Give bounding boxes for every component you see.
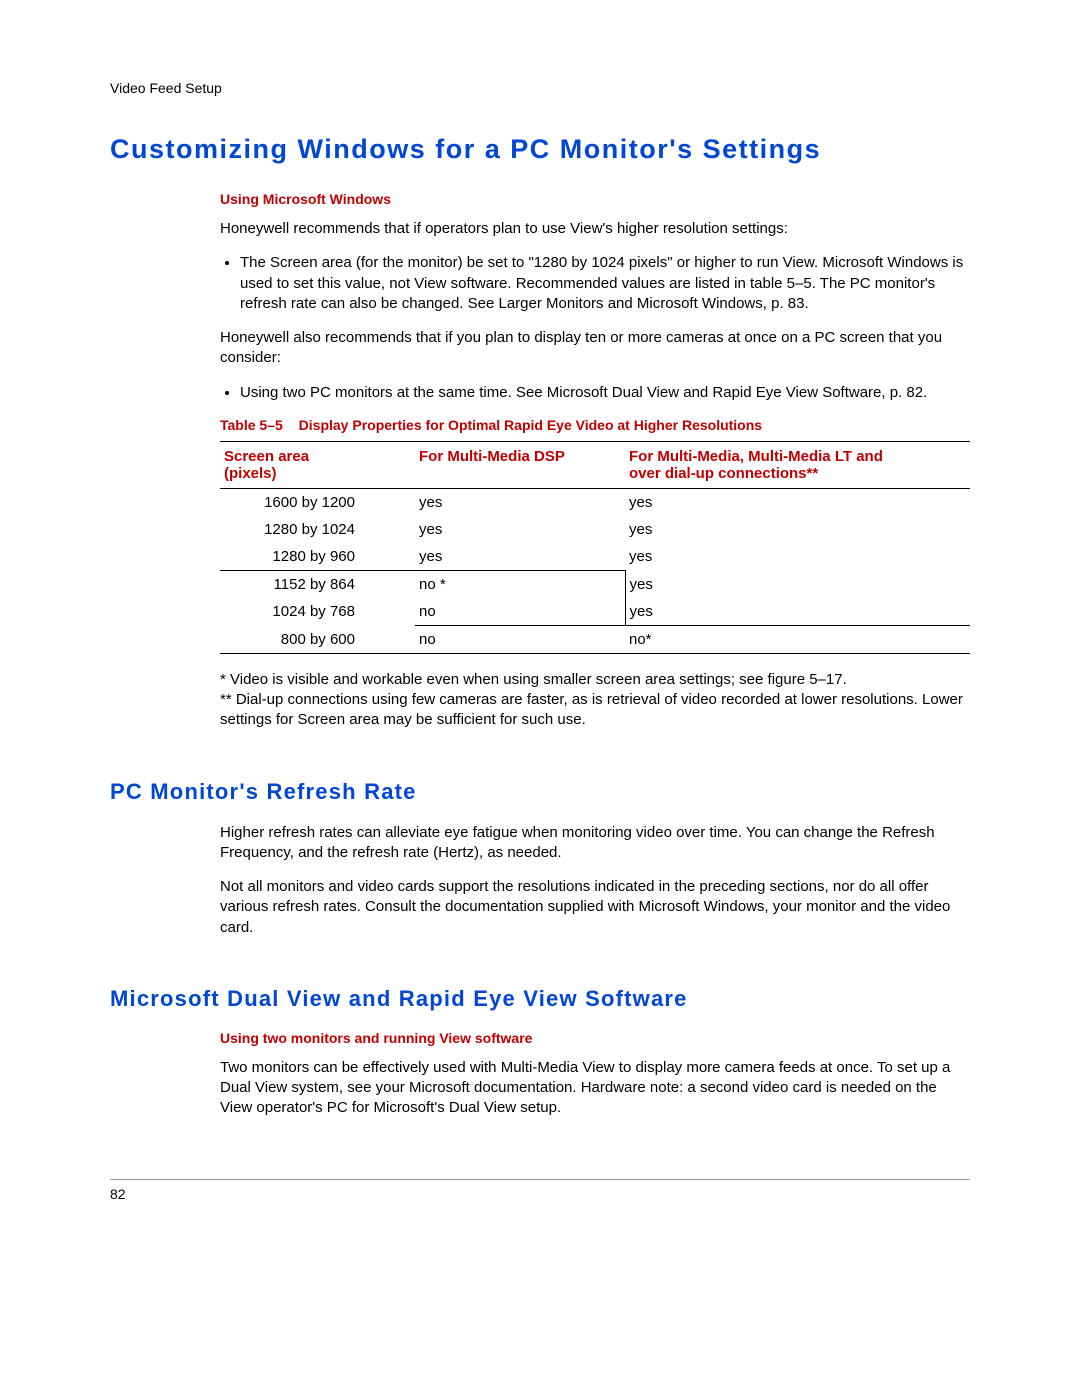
cell: no [415,598,625,626]
cell: 1152 by 864 [220,570,415,598]
cell: yes [415,543,625,571]
footnote-line: ** Dial-up connections using few cameras… [220,691,963,728]
section-body-3: Using two monitors and running View soft… [220,1030,970,1119]
table-row: 1024 by 768 no yes [220,598,970,626]
table-caption: Table 5–5 Display Properties for Optimal… [220,417,970,433]
paragraph: Not all monitors and video cards support… [220,877,970,938]
cell: yes [625,570,970,598]
cell: no [415,625,625,653]
footnote-line: * Video is visible and workable even whe… [220,671,847,688]
col-header-dialup: For Multi-Media, Multi-Media LT and over… [625,441,970,488]
table-row: 1152 by 864 no * yes [220,570,970,598]
table-footnote: * Video is visible and workable even whe… [220,670,970,731]
paragraph: Honeywell recommends that if operators p… [220,219,970,239]
page-number: 82 [110,1186,126,1202]
subhead-using-windows: Using Microsoft Windows [220,191,970,207]
section-body-1: Using Microsoft Windows Honeywell recomm… [220,191,970,731]
bullet-item: Using two PC monitors at the same time. … [240,383,970,403]
table-row: 800 by 600 no no* [220,625,970,653]
paragraph: Honeywell also recommends that if you pl… [220,328,970,369]
table-row: 1280 by 960 yes yes [220,543,970,571]
document-page: Video Feed Setup Customizing Windows for… [0,0,1080,1397]
col-header-line: For Multi-Media, Multi-Media LT and [629,448,883,465]
col-header-screen-area: Screen area (pixels) [220,441,415,488]
col-header-line: Screen area [224,448,309,465]
bullet-list: The Screen area (for the monitor) be set… [220,253,970,314]
bullet-list: Using two PC monitors at the same time. … [220,383,970,403]
paragraph: Two monitors can be effectively used wit… [220,1058,970,1119]
bullet-item: The Screen area (for the monitor) be set… [240,253,970,314]
cell: no* [625,625,970,653]
cell: no * [415,570,625,598]
page-footer: 82 [110,1179,970,1204]
section-title-dual-view: Microsoft Dual View and Rapid Eye View S… [110,986,970,1012]
col-header-dsp: For Multi-Media DSP [415,441,625,488]
cell: yes [625,516,970,543]
subhead-two-monitors: Using two monitors and running View soft… [220,1030,970,1046]
table-title: Display Properties for Optimal Rapid Eye… [299,417,762,433]
col-header-line: (pixels) [224,465,277,482]
cell: 800 by 600 [220,625,415,653]
cell: yes [625,488,970,516]
running-header: Video Feed Setup [110,80,970,96]
cell: 1600 by 1200 [220,488,415,516]
cell: yes [625,543,970,571]
paragraph: Higher refresh rates can alleviate eye f… [220,823,970,864]
col-header-line: over dial-up connections** [629,465,818,482]
cell: yes [415,488,625,516]
table-row: 1280 by 1024 yes yes [220,516,970,543]
display-properties-table: Screen area (pixels) For Multi-Media DSP… [220,441,970,654]
table-number: Table 5–5 [220,417,283,433]
cell: 1280 by 960 [220,543,415,571]
table-row: 1600 by 1200 yes yes [220,488,970,516]
cell: yes [415,516,625,543]
section-body-2: Higher refresh rates can alleviate eye f… [220,823,970,938]
cell: yes [625,598,970,626]
section-title-customizing: Customizing Windows for a PC Monitor's S… [110,134,970,165]
cell: 1024 by 768 [220,598,415,626]
cell: 1280 by 1024 [220,516,415,543]
section-title-refresh-rate: PC Monitor's Refresh Rate [110,779,970,805]
